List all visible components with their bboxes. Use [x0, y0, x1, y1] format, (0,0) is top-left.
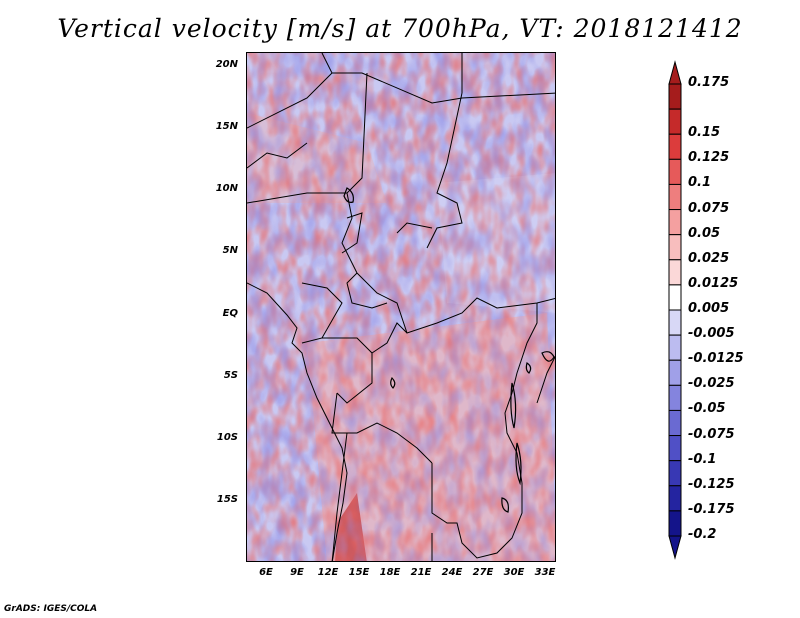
lat-tick-20n: 20N	[215, 59, 238, 70]
colorbar-label: 0.025	[688, 250, 730, 266]
lon-tick-24e: 24E	[441, 567, 463, 578]
colorbar-segment	[668, 309, 682, 336]
lon-tick-21e: 21E	[410, 567, 432, 578]
colorbar-label: -0.175	[688, 501, 735, 517]
colorbar-segment	[668, 183, 682, 211]
lat-tick-5n: 5N	[222, 245, 238, 256]
colorbar-segment	[668, 284, 682, 311]
colorbar-segment	[668, 485, 682, 512]
lon-tick-6e: 6E	[259, 567, 273, 578]
lon-tick-15e: 15E	[348, 567, 370, 578]
colorbar-segment	[668, 334, 682, 361]
lat-tick-15n: 15N	[215, 121, 238, 132]
lakes	[343, 187, 555, 513]
colorbar-segment	[668, 133, 682, 160]
colorbar-segment	[668, 259, 682, 286]
colorbar-label: 0.15	[688, 125, 721, 141]
colorbar-label: 0.175	[688, 75, 730, 90]
coastline	[247, 282, 348, 561]
colorbar-segment	[668, 108, 682, 135]
colorbar-segment	[668, 209, 682, 236]
colorbar-segment	[668, 158, 682, 185]
colorbar-segment	[668, 510, 682, 537]
colorbar-label: -0.005	[688, 326, 735, 342]
colorbar-label: -0.2	[688, 527, 717, 542]
colorbar	[668, 60, 682, 560]
colorbar-label: -0.0125	[688, 351, 744, 367]
colorbar-label: -0.125	[688, 476, 735, 492]
lat-tick-10s: 10S	[216, 432, 238, 443]
map-panel	[246, 52, 556, 562]
colorbar-segment	[668, 359, 682, 386]
colorbar-segment	[668, 83, 682, 110]
colorbar-arrow-bottom	[668, 535, 682, 560]
lon-tick-33e: 33E	[534, 567, 556, 578]
lat-tick-eq: EQ	[222, 308, 238, 319]
lon-tick-9e: 9E	[290, 567, 304, 578]
colorbar-segment	[668, 384, 682, 411]
colorbar-label: -0.05	[688, 401, 726, 417]
colorbar-label: 0.075	[688, 200, 730, 216]
lat-tick-15s: 15S	[216, 494, 238, 505]
chart-title: Vertical velocity [m/s] at 700hPa, VT: 2…	[57, 14, 743, 43]
colorbar-label: 0.125	[688, 150, 730, 166]
colorbar-label: 0.005	[688, 301, 730, 316]
colorbar-segment	[668, 409, 682, 437]
colorbar-segment	[668, 234, 682, 261]
colorbar-label: -0.1	[688, 451, 717, 467]
lat-tick-10n: 10N	[215, 183, 238, 194]
lon-tick-30e: 30E	[503, 567, 525, 578]
colorbar-label: -0.075	[688, 426, 735, 442]
lon-tick-27e: 27E	[472, 567, 494, 578]
colorbar-segment	[668, 435, 682, 462]
grads-credit: GrADS: IGES/COLA	[4, 604, 98, 614]
colorbar-arrow-top	[668, 60, 682, 85]
lat-tick-5s: 5S	[223, 370, 238, 381]
lon-tick-12e: 12E	[317, 567, 339, 578]
colorbar-label: 0.0125	[688, 275, 739, 291]
colorbar-label: 0.1	[688, 175, 712, 191]
colorbar-label: -0.025	[688, 376, 735, 392]
map-svg	[247, 53, 555, 561]
colorbar-label: 0.05	[688, 225, 721, 241]
lon-tick-18e: 18E	[379, 567, 401, 578]
colorbar-segment	[668, 460, 682, 487]
country-borders	[247, 53, 555, 561]
